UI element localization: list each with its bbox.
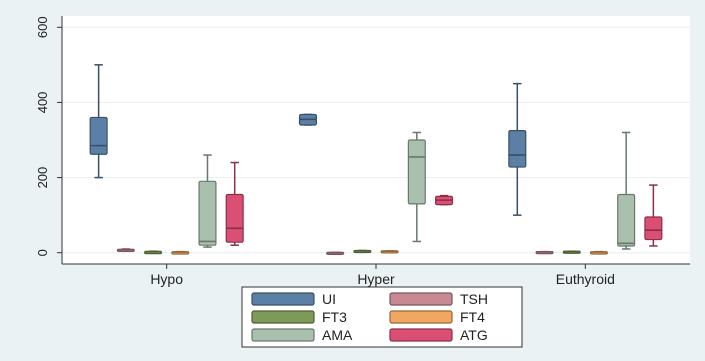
box-ui-euthyroid <box>508 82 527 216</box>
legend-label: AMA <box>322 327 353 343</box>
legend-label: TSH <box>460 291 488 307</box>
box-ft4-euthyroid <box>589 250 608 255</box>
legend-swatch <box>251 328 315 342</box>
legend-item-ui: UI <box>251 291 336 307</box>
box-iqr <box>225 193 244 243</box>
box-iqr <box>617 193 636 247</box>
box-tsh-hyper <box>326 251 345 255</box>
boxes <box>89 64 663 255</box>
box-iqr <box>198 180 217 246</box>
legend: UI TSH FT3 FT4 AMA ATG <box>241 286 523 348</box>
box-iqr <box>644 216 663 241</box>
x-tick-label-euthyroid: Euthyroid <box>556 271 615 287</box>
legend-item-tsh: TSH <box>389 291 488 307</box>
y-tick-label: 0 <box>35 249 50 256</box>
legend-item-ft4: FT4 <box>389 309 485 325</box>
plot-area <box>62 16 690 264</box>
x-tick-labels: Hypo Hyper Euthyroid <box>150 271 615 287</box>
x-tick-label-hypo: Hypo <box>150 271 183 287</box>
box-ama-hypo <box>198 154 217 248</box>
box-tsh-hypo <box>116 248 135 252</box>
box-ama-euthyroid <box>617 131 636 250</box>
legend-label: FT4 <box>460 309 485 325</box>
box-ama-hyper <box>407 131 426 243</box>
box-atg-hypo <box>225 161 244 246</box>
grid-lines <box>62 26 690 254</box>
y-tick-label: 200 <box>35 167 50 189</box>
legend-label: UI <box>322 291 336 307</box>
legend-item-ama: AMA <box>251 327 353 343</box>
x-tick-label-hyper: Hyper <box>357 271 395 287</box>
box-tsh-euthyroid <box>535 250 554 255</box>
box-iqr <box>407 139 426 205</box>
box-atg-hyper <box>434 194 454 206</box>
axes: 0 200 400 600 <box>35 16 690 269</box>
box-ft4-hypo <box>171 250 190 255</box>
box-ft3-hyper <box>353 249 372 254</box>
legend-label: FT3 <box>322 309 347 325</box>
box-iqr <box>508 130 527 168</box>
box-atg-euthyroid <box>644 184 663 247</box>
box-ft4-hyper <box>380 250 399 254</box>
box-ft3-euthyroid <box>562 250 581 254</box>
box-iqr <box>89 116 108 155</box>
legend-swatch <box>389 328 453 342</box>
box-ft3-hypo <box>144 250 163 255</box>
legend-item-ft3: FT3 <box>251 309 347 325</box>
y-tick-label: 600 <box>35 16 50 38</box>
box-ui-hyper <box>298 113 318 126</box>
box-ui-hypo <box>89 64 108 179</box>
legend-label: ATG <box>460 327 488 343</box>
legend-swatch <box>389 292 453 306</box>
y-tick-label: 400 <box>35 92 50 114</box>
legend-item-atg: ATG <box>389 327 488 343</box>
legend-swatch <box>251 292 315 306</box>
legend-swatch <box>251 310 315 324</box>
legend-swatch <box>389 310 453 324</box>
